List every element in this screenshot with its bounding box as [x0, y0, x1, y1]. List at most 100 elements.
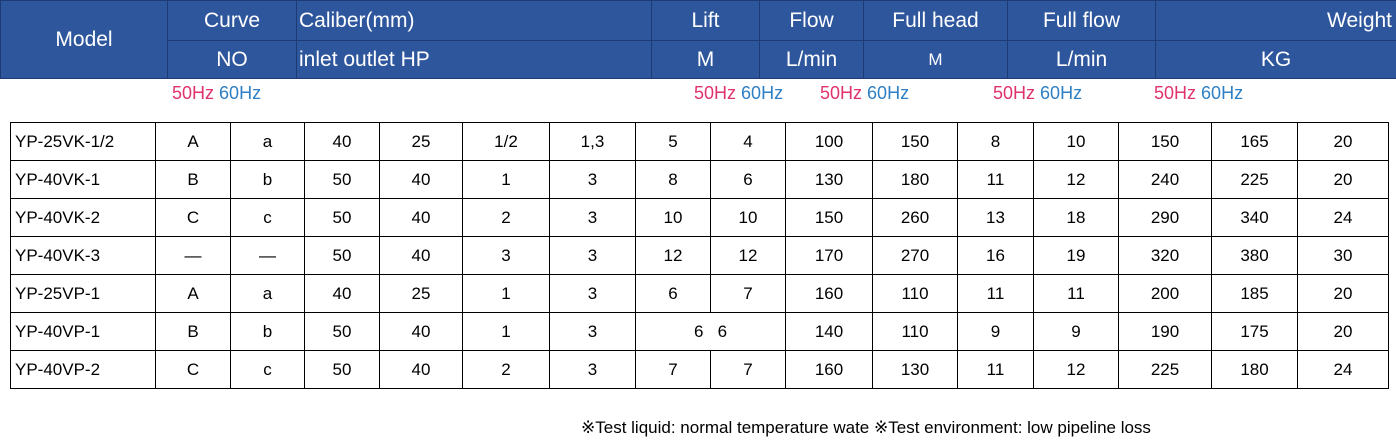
inlet-cell: 50 — [304, 198, 380, 237]
hp-phase-cell: 3 — [549, 274, 636, 313]
lift-50hz-cell: 6 — [635, 274, 711, 313]
curve-50hz-cell: B — [155, 312, 231, 351]
footer-note-liquid: ※Test liquid: normal temperature wate — [581, 418, 870, 437]
hp-cell: 1 — [462, 312, 550, 351]
hp-cell: 1 — [462, 160, 550, 199]
lift-60hz-cell: 6 — [710, 160, 786, 199]
hp-cell: 3 — [462, 236, 550, 275]
model-cell: YP-25VK-1/2 — [10, 122, 156, 161]
curve-50hz-cell: A — [155, 274, 231, 313]
model-cell: YP-25VP-1 — [10, 274, 156, 313]
header-curve-no: NO — [167, 40, 297, 79]
full-head-60hz-cell: 11 — [1033, 274, 1119, 313]
full-flow-60hz-cell: 225 — [1211, 160, 1298, 199]
lift-60hz-cell: 7 — [710, 350, 786, 389]
full-head-60hz-cell: 12 — [1033, 160, 1119, 199]
model-cell: YP-40VK-3 — [10, 236, 156, 275]
spec-table-header: Model Curve Caliber(mm) Lift Flow Full h… — [0, 0, 1396, 79]
header-flow: Flow — [759, 0, 864, 41]
full-head-50hz-cell: 11 — [957, 160, 1034, 199]
weight-cell: 20 — [1297, 122, 1389, 161]
curve-50hz-cell: — — [155, 236, 231, 275]
footer-note-environment: ※Test environment: low pipeline loss — [874, 418, 1151, 437]
freq-legend-lift: 50Hz 60Hz — [694, 83, 783, 104]
weight-cell: 20 — [1297, 160, 1389, 199]
full-flow-50hz-cell: 290 — [1118, 198, 1212, 237]
hp-cell: 2 — [462, 350, 550, 389]
full-head-50hz-cell: 11 — [957, 274, 1034, 313]
flow-60hz-cell: 130 — [872, 350, 958, 389]
full-flow-60hz-cell: 185 — [1211, 274, 1298, 313]
lift-50hz-cell: 10 — [635, 198, 711, 237]
curve-60hz-cell: c — [230, 350, 305, 389]
full-head-50hz-cell: 13 — [957, 198, 1034, 237]
header-full-head: Full head — [863, 0, 1008, 41]
header-model: Model — [0, 0, 168, 79]
hp-phase-cell: 3 — [549, 160, 636, 199]
full-flow-50hz-cell: 190 — [1118, 312, 1212, 351]
weight-cell: 20 — [1297, 312, 1389, 351]
freq-50hz-label: 50Hz — [694, 83, 737, 103]
header-caliber-units: inlet outlet HP — [296, 40, 652, 79]
hp-phase-cell: 1,3 — [549, 122, 636, 161]
full-head-60hz-cell: 18 — [1033, 198, 1119, 237]
freq-50hz-label: 50Hz — [172, 83, 215, 103]
full-head-60hz-cell: 19 — [1033, 236, 1119, 275]
model-cell: YP-40VK-2 — [10, 198, 156, 237]
freq-legend-flow: 50Hz 60Hz — [820, 83, 909, 104]
model-cell: YP-40VP-2 — [10, 350, 156, 389]
flow-50hz-cell: 100 — [785, 122, 873, 161]
freq-legend-full-flow: 50Hz 60Hz — [1154, 83, 1243, 104]
flow-50hz-cell: 160 — [785, 274, 873, 313]
flow-60hz-cell: 110 — [872, 274, 958, 313]
footer-notes: ※Test liquid: normal temperature wate ※T… — [581, 418, 1151, 438]
flow-50hz-cell: 140 — [785, 312, 873, 351]
inlet-cell: 40 — [304, 122, 380, 161]
lift-60hz-cell: 10 — [710, 198, 786, 237]
table-row: YP-40VK-3— —50 40 3 3 12 12 170 270 16 19 320 380 30 — [10, 236, 1389, 275]
full-head-50hz-cell: 9 — [957, 312, 1034, 351]
freq-60hz-label: 60Hz — [1201, 83, 1244, 103]
hp-cell: 2 — [462, 198, 550, 237]
inlet-cell: 50 — [304, 312, 380, 351]
flow-60hz-cell: 150 — [872, 122, 958, 161]
weight-cell: 20 — [1297, 274, 1389, 313]
lift-50hz-cell: 5 — [635, 122, 711, 161]
full-flow-60hz-cell: 165 — [1211, 122, 1298, 161]
curve-60hz-cell: a — [230, 274, 305, 313]
curve-50hz-cell: C — [155, 350, 231, 389]
full-flow-50hz-cell: 200 — [1118, 274, 1212, 313]
hp-cell: 1 — [462, 274, 550, 313]
full-head-60hz-cell: 12 — [1033, 350, 1119, 389]
curve-50hz-cell: B — [155, 160, 231, 199]
lift-50hz-cell: 12 — [635, 236, 711, 275]
flow-50hz-cell: 170 — [785, 236, 873, 275]
outlet-cell: 40 — [379, 160, 463, 199]
flow-60hz-cell: 110 — [872, 312, 958, 351]
flow-50hz-cell: 160 — [785, 350, 873, 389]
header-curve: Curve — [167, 0, 297, 41]
header-full-flow: Full flow — [1007, 0, 1156, 41]
full-head-50hz-cell: 8 — [957, 122, 1034, 161]
freq-50hz-label: 50Hz — [820, 83, 863, 103]
inlet-cell: 50 — [304, 160, 380, 199]
lift-60hz-cell: 4 — [710, 122, 786, 161]
outlet-cell: 25 — [379, 274, 463, 313]
model-cell: YP-40VP-1 — [10, 312, 156, 351]
flow-50hz-cell: 150 — [785, 198, 873, 237]
hp-phase-cell: 3 — [549, 312, 636, 351]
header-caliber: Caliber(mm) — [296, 0, 652, 41]
weight-cell: 24 — [1297, 198, 1389, 237]
full-head-50hz-cell: 16 — [957, 236, 1034, 275]
model-cell: YP-40VK-1 — [10, 160, 156, 199]
outlet-cell: 40 — [379, 198, 463, 237]
freq-60hz-label: 60Hz — [219, 83, 262, 103]
header-full-flow-unit: L/min — [1007, 40, 1156, 79]
full-flow-50hz-cell: 320 — [1118, 236, 1212, 275]
flow-60hz-cell: 270 — [872, 236, 958, 275]
hp-cell: 1/2 — [462, 122, 550, 161]
header-flow-unit: L/min — [759, 40, 864, 79]
